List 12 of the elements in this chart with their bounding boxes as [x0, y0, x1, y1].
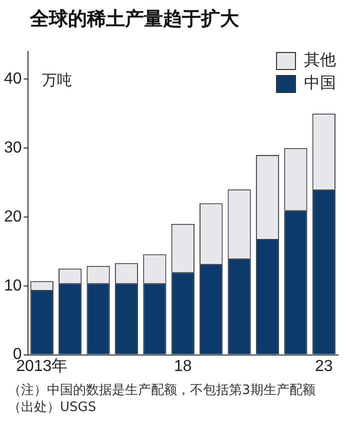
- text: （注）中国的数据是生产配额，不包括第3期生产配额: [8, 382, 316, 399]
- x-tick-label: 23: [315, 358, 333, 375]
- text: （出处）USGS: [8, 399, 98, 416]
- legend-label: 中国: [304, 73, 336, 94]
- y-tick-label: 30: [4, 139, 22, 156]
- x-tick-label: 18: [174, 358, 192, 375]
- y-axis-title: 万吨: [42, 71, 72, 90]
- chart-title: 全球的稀土产量趋于扩大: [30, 7, 239, 32]
- y-tick-label: 40: [4, 70, 22, 88]
- legend-label: 其他: [304, 50, 336, 71]
- y-tick-label: 10: [4, 277, 22, 294]
- y-tick-label: 20: [4, 208, 22, 226]
